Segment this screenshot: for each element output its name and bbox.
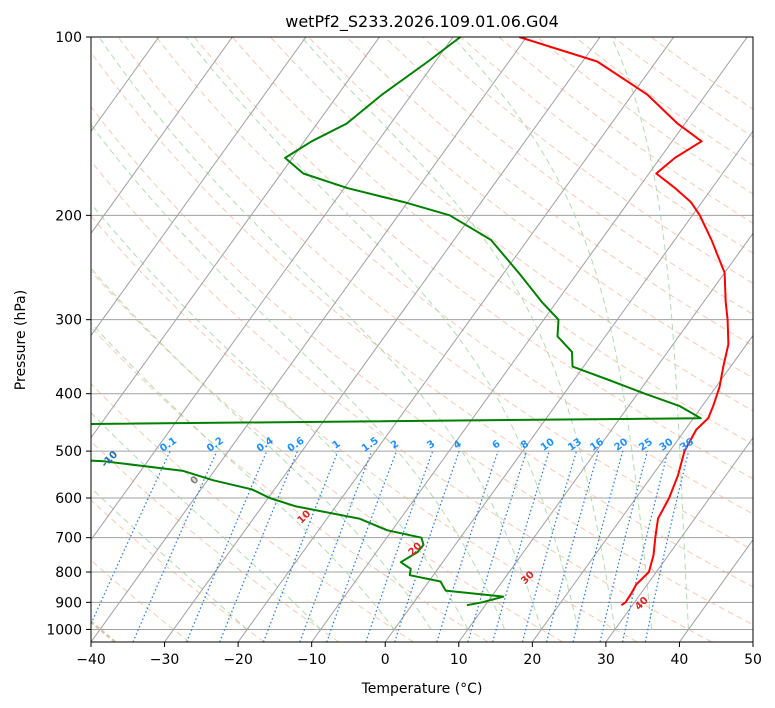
dry-adiabat-line [117,37,753,551]
isotherm-line [384,130,753,642]
x-tick-label: 20 [523,652,541,668]
mixing-ratio-line [492,450,550,642]
dry-adiabat-line [91,215,638,642]
x-tick-label: 10 [450,652,468,668]
moist-adiabat-line [91,123,506,630]
mixing-ratio-line [326,450,398,642]
isotherm-line [91,37,380,439]
y-tick-label: 100 [55,30,82,46]
plot-area: 0.1 0.2 0.4 0.6 1 1.5 2 3 4 6 8 10 13 16 20 25 30 36-1001… [91,37,753,642]
moist-adiabat-line [98,37,542,630]
isotherm-line [164,37,601,642]
isotherm-line [458,232,753,642]
mixing-ratio-line [219,450,299,642]
y-tick-label: 800 [55,565,82,581]
dry-adiabat-line [384,37,753,315]
temperature-profile-line [518,37,730,607]
dry-adiabat-line [422,37,753,284]
isotherm-line [91,37,454,541]
moist-adiabat-line [610,37,689,630]
x-tick-label: 50 [744,652,762,668]
dry-adiabat-line [155,37,753,515]
dry-adiabat-line [91,499,265,642]
moist-adiabat-line [301,37,616,630]
x-tick-label: −30 [150,652,180,668]
mixing-ratio-line [599,450,649,642]
mixing-ratio-line [467,450,528,642]
mixing-ratio-line [644,450,690,642]
moist-adiabats [91,37,689,630]
mixing-ratio-line [572,450,624,642]
dry-adiabat-line [91,160,713,642]
isotherm-line [531,334,753,642]
isotherm-line [311,37,748,642]
isotherm-line [91,37,233,235]
y-tick-label: 200 [55,208,82,224]
x-axis-label: Temperature (°C) [361,681,483,697]
mixing-ratio-lines [91,450,690,642]
mixing-ratio-line [365,450,434,642]
mixing-ratio-line [299,450,373,642]
x-tick-label: −20 [223,652,253,668]
x-axis-ticks: −40 −30 −20 −10 0 10 20 30 40 50 [76,642,762,668]
isotherm-line [91,37,307,337]
moist-adiabat-line [185,37,579,630]
dewpoint-profile-line [91,37,702,607]
moist-adiabat-line [91,322,395,630]
chart-title: wetPf2_S233.2026.109.01.06.G04 [285,12,559,32]
moist-adiabat-line [91,267,432,630]
mixing-ratio-line [132,450,218,642]
mixing-ratio-line [186,450,268,642]
y-tick-label: 900 [55,595,82,611]
mixing-ratio-line [394,450,460,642]
y-tick-label: 400 [55,387,82,403]
moist-adiabat-line [452,37,653,630]
mixing-ratio-line [521,450,578,642]
mixing-ratio-line [622,450,669,642]
isotherm-line [91,37,528,642]
dry-adiabat-line [270,37,753,412]
dry-adiabat-line [91,106,753,626]
y-tick-label: 1000 [46,622,82,638]
isotherm-line [605,436,753,642]
y-tick-label: 500 [55,444,82,460]
dry-adiabat-line [91,326,489,642]
x-tick-label: 0 [381,652,390,668]
mixing-ratio-line [546,450,600,642]
dry-adiabat-line [193,37,753,480]
isotherm-line [237,37,675,642]
moist-adiabat-line [91,412,322,630]
y-axis-ticks: 100 200 300 400 500 600 700 800 900 1000 [46,30,91,638]
y-tick-label: 300 [55,313,82,329]
plot-frame [90,36,754,643]
mixing-ratio-line [436,450,499,642]
skewed-isotherms [91,37,753,642]
y-tick-label: 600 [55,491,82,507]
moist-adiabat-line [91,487,248,630]
x-tick-label: −10 [297,652,327,668]
x-tick-label: 30 [597,652,615,668]
x-tick-label: −40 [76,652,106,668]
y-tick-label: 700 [55,531,82,547]
x-tick-label: 40 [671,652,689,668]
y-axis-label: Pressure (hPa) [13,290,29,390]
dry-adiabat-line [91,51,753,588]
isotherm-line [679,538,753,642]
mixing-ratio-line [262,450,339,642]
dry-adiabat-line [231,37,753,446]
profile-lines [91,37,730,607]
